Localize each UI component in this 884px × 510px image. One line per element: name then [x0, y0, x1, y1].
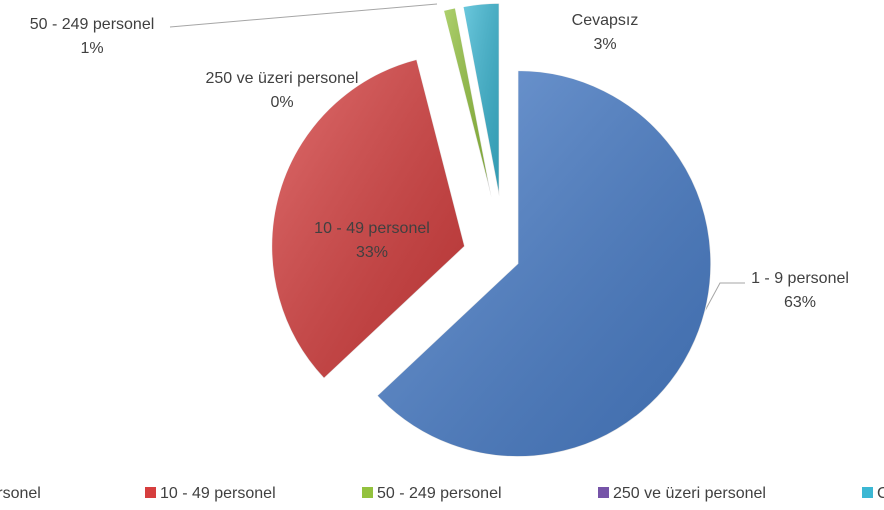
slice-label: Cevapsız — [572, 12, 639, 29]
slice-shade — [443, 7, 492, 198]
legend-swatch — [362, 487, 373, 498]
slice-shade — [463, 3, 500, 197]
legend-label: 1 - 9 personel — [0, 485, 41, 502]
legend-swatch — [145, 487, 156, 498]
slice-label: 250 ve üzeri personel — [206, 70, 359, 87]
legend-label: Cevapsız — [877, 485, 884, 502]
legend-label: 50 - 249 personel — [377, 485, 502, 502]
slice-label: 10 - 49 personel — [314, 220, 430, 237]
slice-value: 33% — [356, 244, 388, 261]
leader-line — [169, 3, 438, 28]
slice-value: 0% — [270, 94, 293, 111]
legend-swatch — [862, 487, 873, 498]
leader-line — [699, 282, 745, 321]
slice-shade — [377, 70, 711, 457]
slice-label: 1 - 9 personel — [751, 270, 849, 287]
pie-slice — [456, 7, 494, 198]
legend-swatch — [598, 487, 609, 498]
slice-value: 63% — [784, 294, 816, 311]
legend-label: 250 ve üzeri personel — [613, 485, 766, 502]
slice-label: 50 - 249 personel — [30, 16, 155, 33]
slice-value: 3% — [593, 36, 616, 53]
slice-value: 1% — [80, 40, 103, 57]
slice-shade — [271, 59, 465, 379]
legend-label: 10 - 49 personel — [160, 485, 276, 502]
